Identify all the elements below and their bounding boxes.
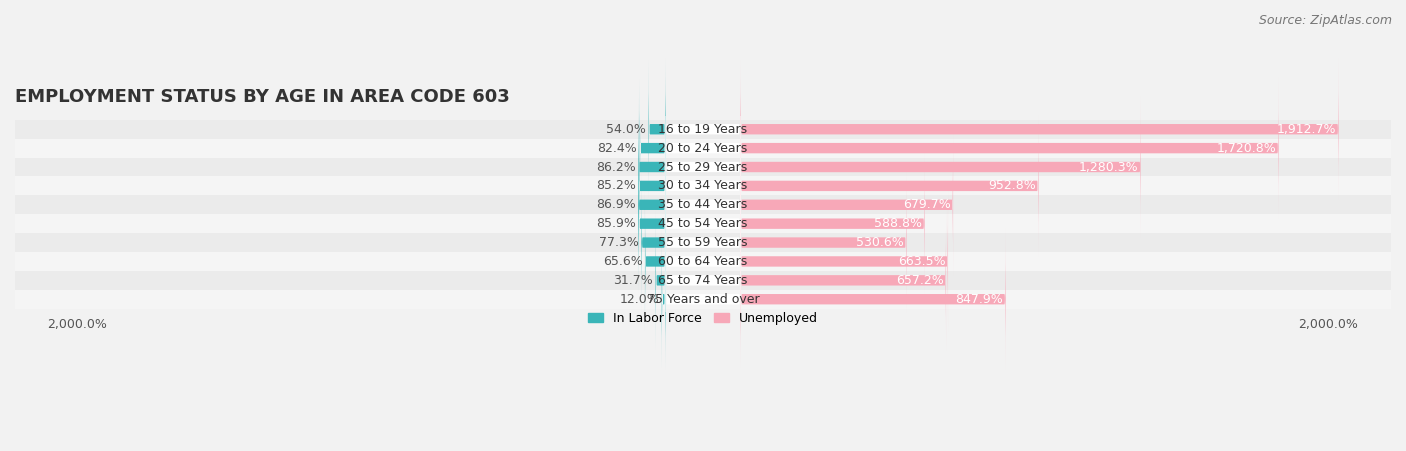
FancyBboxPatch shape [665,78,741,218]
Text: 82.4%: 82.4% [598,142,637,155]
FancyBboxPatch shape [15,233,1391,252]
Text: 65 to 74 Years: 65 to 74 Years [658,274,748,287]
FancyBboxPatch shape [665,59,741,200]
FancyBboxPatch shape [665,153,741,294]
FancyBboxPatch shape [741,97,1140,237]
FancyBboxPatch shape [640,78,665,218]
FancyBboxPatch shape [741,191,948,332]
FancyBboxPatch shape [15,176,1391,195]
FancyBboxPatch shape [15,214,1391,233]
Text: 77.3%: 77.3% [599,236,638,249]
FancyBboxPatch shape [638,153,665,294]
Text: 60 to 64 Years: 60 to 64 Years [658,255,748,268]
Text: 65.6%: 65.6% [603,255,643,268]
Text: 12.0%: 12.0% [620,293,659,306]
Text: 31.7%: 31.7% [613,274,652,287]
Text: 588.8%: 588.8% [875,217,922,230]
FancyBboxPatch shape [665,191,741,332]
FancyBboxPatch shape [741,153,925,294]
FancyBboxPatch shape [641,172,665,313]
Text: 1,912.7%: 1,912.7% [1277,123,1336,136]
Text: 86.9%: 86.9% [596,198,636,211]
FancyBboxPatch shape [15,252,1391,271]
Text: Source: ZipAtlas.com: Source: ZipAtlas.com [1258,14,1392,27]
Text: 55 to 59 Years: 55 to 59 Years [658,236,748,249]
FancyBboxPatch shape [741,172,907,313]
Text: 663.5%: 663.5% [898,255,945,268]
Text: 25 to 29 Years: 25 to 29 Years [658,161,748,174]
Text: 1,720.8%: 1,720.8% [1216,142,1277,155]
Text: 20 to 24 Years: 20 to 24 Years [658,142,748,155]
Text: 530.6%: 530.6% [856,236,904,249]
FancyBboxPatch shape [741,59,1339,200]
FancyBboxPatch shape [638,115,665,256]
FancyBboxPatch shape [15,271,1391,290]
FancyBboxPatch shape [15,290,1391,308]
FancyBboxPatch shape [638,97,665,237]
FancyBboxPatch shape [662,229,665,369]
FancyBboxPatch shape [665,172,741,313]
Text: 54.0%: 54.0% [606,123,647,136]
FancyBboxPatch shape [655,210,665,351]
FancyBboxPatch shape [741,210,946,351]
FancyBboxPatch shape [665,229,741,369]
Text: EMPLOYMENT STATUS BY AGE IN AREA CODE 603: EMPLOYMENT STATUS BY AGE IN AREA CODE 60… [15,88,510,106]
Text: 657.2%: 657.2% [896,274,943,287]
Text: 45 to 54 Years: 45 to 54 Years [658,217,748,230]
FancyBboxPatch shape [665,134,741,275]
FancyBboxPatch shape [15,138,1391,157]
FancyBboxPatch shape [648,59,665,200]
FancyBboxPatch shape [15,157,1391,176]
Text: 679.7%: 679.7% [903,198,950,211]
FancyBboxPatch shape [665,115,741,256]
FancyBboxPatch shape [741,134,953,275]
Legend: In Labor Force, Unemployed: In Labor Force, Unemployed [583,307,823,330]
Text: 86.2%: 86.2% [596,161,636,174]
FancyBboxPatch shape [741,229,1005,369]
Text: 85.9%: 85.9% [596,217,636,230]
FancyBboxPatch shape [665,210,741,351]
Text: 847.9%: 847.9% [956,293,1004,306]
FancyBboxPatch shape [665,97,741,237]
FancyBboxPatch shape [15,195,1391,214]
Text: 1,280.3%: 1,280.3% [1078,161,1139,174]
Text: 85.2%: 85.2% [596,179,637,193]
FancyBboxPatch shape [741,115,1039,256]
Text: 35 to 44 Years: 35 to 44 Years [658,198,748,211]
Text: 952.8%: 952.8% [988,179,1036,193]
Text: 16 to 19 Years: 16 to 19 Years [658,123,748,136]
FancyBboxPatch shape [638,134,665,275]
Text: 30 to 34 Years: 30 to 34 Years [658,179,748,193]
FancyBboxPatch shape [741,78,1278,218]
Text: 75 Years and over: 75 Years and over [647,293,759,306]
FancyBboxPatch shape [15,120,1391,138]
FancyBboxPatch shape [645,191,665,332]
